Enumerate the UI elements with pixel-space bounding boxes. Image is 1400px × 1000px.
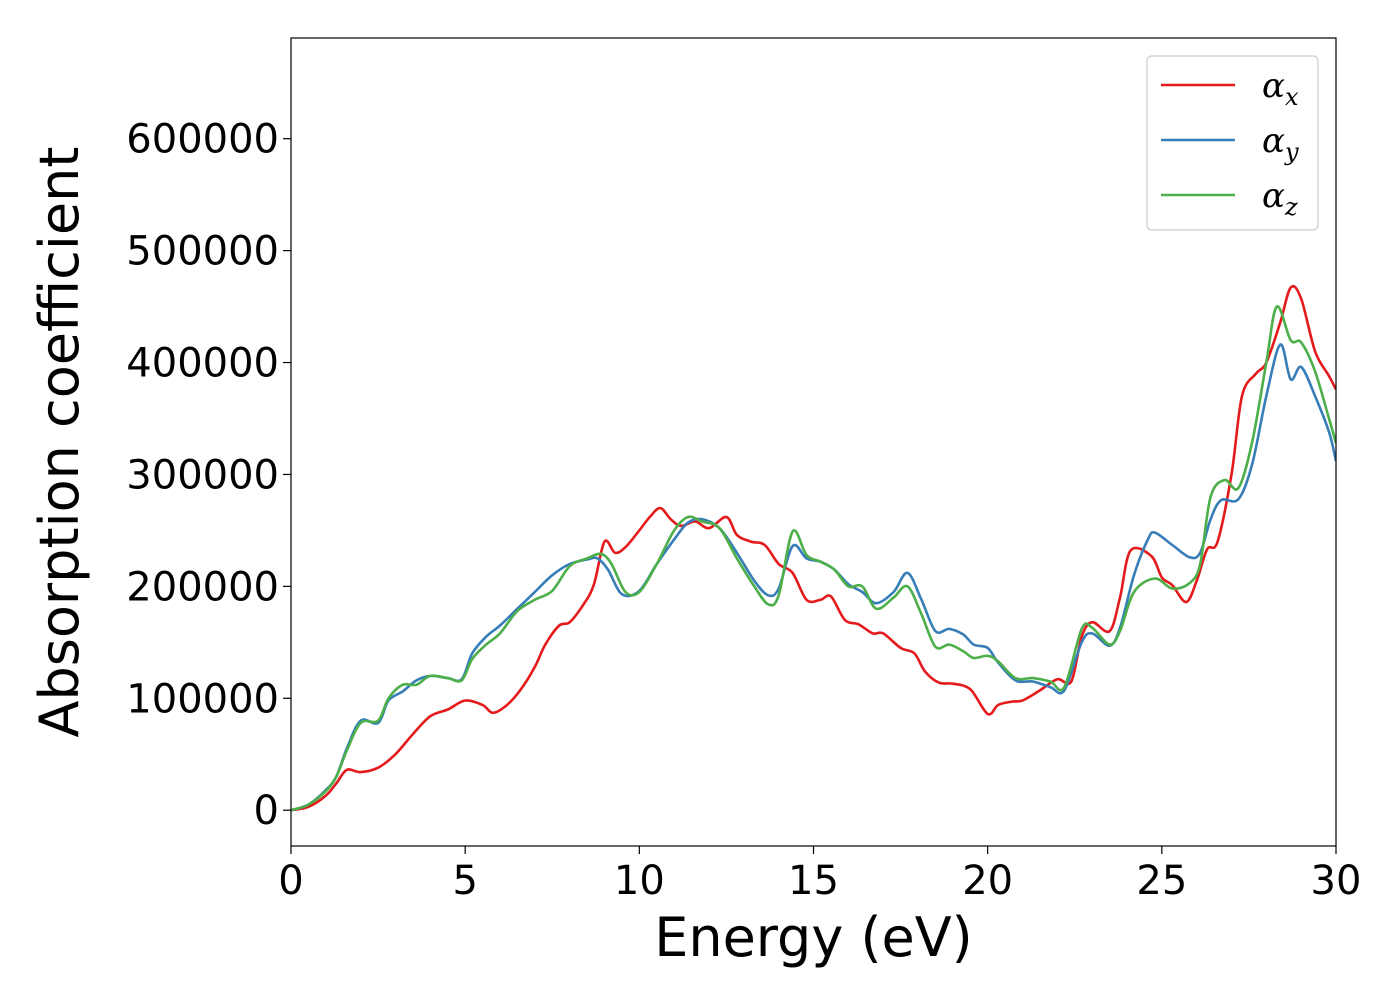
plot-series bbox=[291, 284, 1336, 812]
legend: αx αy αz bbox=[1146, 55, 1319, 231]
series-line-alpha-z bbox=[291, 305, 1336, 812]
y-tick-label: 300000 bbox=[126, 452, 279, 498]
y-tick-label: 200000 bbox=[126, 564, 279, 610]
x-tick-label: 30 bbox=[1311, 858, 1362, 904]
x-tick-label: 15 bbox=[788, 858, 839, 904]
legend-entry-label: αz bbox=[1262, 176, 1298, 221]
legend-box bbox=[1146, 55, 1319, 231]
y-tick-label: 600000 bbox=[126, 117, 279, 163]
x-tick-label: 10 bbox=[614, 858, 665, 904]
x-axis-title: Energy (eV) bbox=[654, 906, 973, 969]
legend-entry-label: αy bbox=[1262, 121, 1299, 166]
x-tick-label: 25 bbox=[1136, 858, 1187, 904]
y-tick-label: 100000 bbox=[126, 676, 279, 722]
y-axis-title: Absorption coefficient bbox=[28, 147, 91, 738]
y-tick-label: 0 bbox=[254, 788, 279, 834]
x-tick-label: 20 bbox=[962, 858, 1013, 904]
y-axis-ticks: 0 100000 200000 300000 400000 500000 600000 bbox=[126, 117, 291, 834]
x-tick-label: 5 bbox=[452, 858, 477, 904]
series-line-alpha-x bbox=[291, 284, 1336, 812]
legend-entry-label: αx bbox=[1262, 66, 1299, 111]
y-tick-label: 400000 bbox=[126, 341, 279, 387]
series-line-alpha-y bbox=[291, 343, 1336, 812]
plot-area-frame bbox=[290, 37, 1337, 847]
x-axis-ticks: 0 5 10 15 20 25 30 bbox=[278, 846, 1361, 904]
y-tick-label: 500000 bbox=[126, 229, 279, 275]
x-tick-label: 0 bbox=[278, 858, 303, 904]
